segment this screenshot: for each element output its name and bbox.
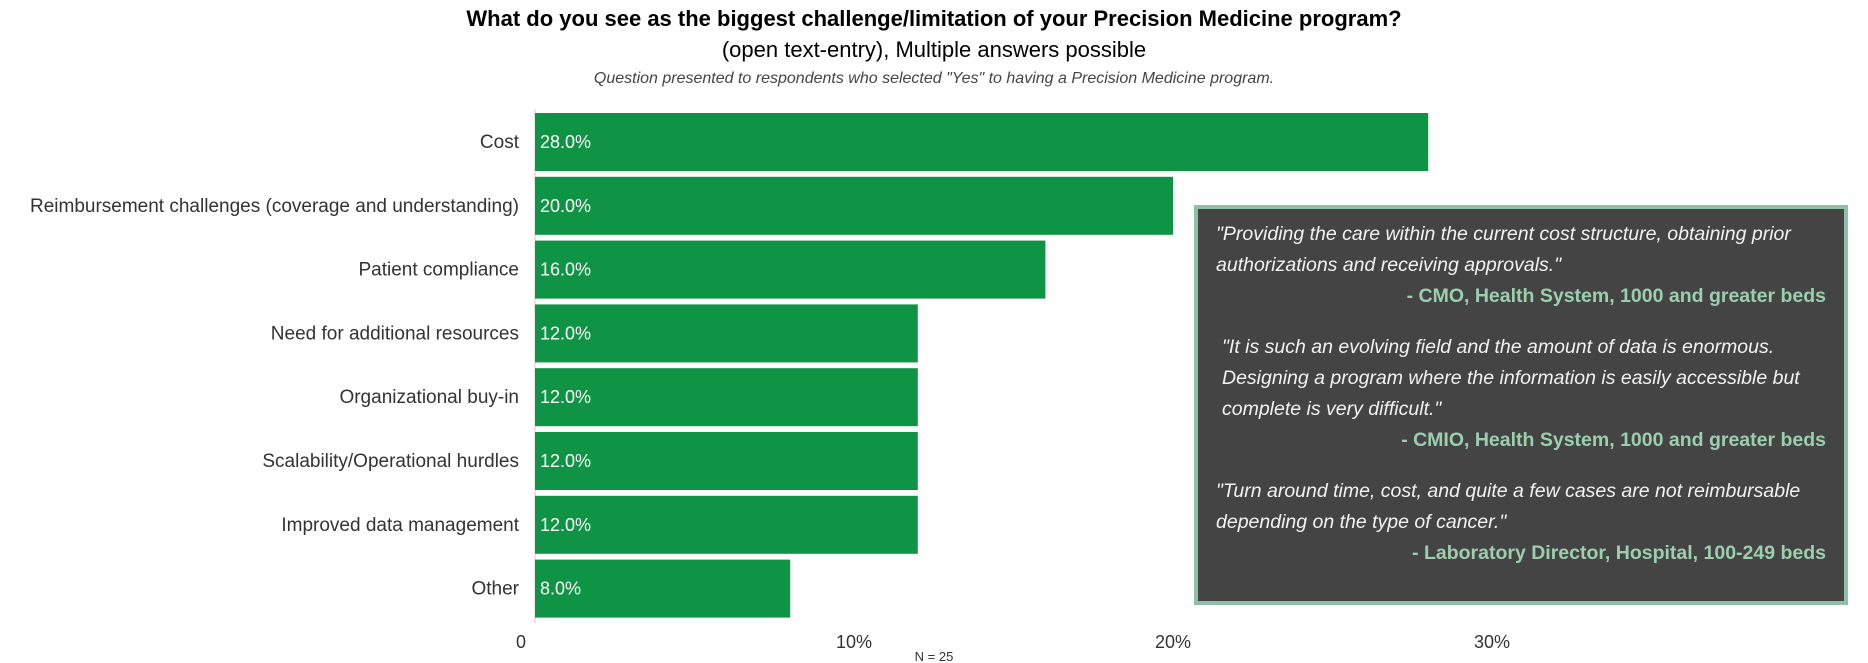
bar <box>535 113 1429 171</box>
quote-text: "It is such an evolving field and the am… <box>1222 336 1800 420</box>
quote-attribution: - CMIO, Health System, 1000 and greater … <box>1401 429 1826 451</box>
category-label: Reimbursement challenges (coverage and u… <box>30 196 519 217</box>
quote-attribution: - CMO, Health System, 1000 and greater b… <box>1406 285 1826 307</box>
bar-value-label: 28.0% <box>540 132 591 152</box>
category-label: Scalability/Operational hurdles <box>262 451 519 472</box>
category-label: Patient compliance <box>358 260 519 281</box>
bar-value-label: 12.0% <box>540 451 591 471</box>
category-label: Organizational buy-in <box>339 387 519 408</box>
bar-value-label: 12.0% <box>540 323 591 343</box>
x-tick-label: 20% <box>1155 632 1191 652</box>
bar-value-label: 8.0% <box>540 579 581 599</box>
bar <box>535 432 918 490</box>
quote-text: "Turn around time, cost, and quite a few… <box>1216 480 1801 533</box>
x-tick-label: 0 <box>516 632 526 652</box>
bar-value-label: 12.0% <box>540 387 591 407</box>
bar-value-label: 20.0% <box>540 196 591 216</box>
bar <box>535 495 918 554</box>
bar <box>535 304 918 363</box>
category-label: Improved data management <box>281 515 519 536</box>
bar <box>535 240 1046 299</box>
quote-text: "Providing the care within the current c… <box>1216 223 1791 276</box>
quotes-panel: "Providing the care within the current c… <box>1194 205 1848 605</box>
sample-size-note: N = 25 <box>915 649 954 663</box>
x-tick-label: 30% <box>1474 632 1510 652</box>
category-label: Other <box>471 579 519 600</box>
x-tick-label: 10% <box>836 632 872 652</box>
bar-value-label: 16.0% <box>540 260 591 280</box>
chart-subtitle: (open text-entry), Multiple answers poss… <box>721 37 1147 62</box>
quote-attribution: - Laboratory Director, Hospital, 100-249… <box>1412 542 1826 564</box>
bar <box>535 559 791 618</box>
quote-1: "Providing the care within the current c… <box>1216 219 1826 312</box>
bar-value-label: 12.0% <box>540 515 591 535</box>
chart-title: What do you see as the biggest challenge… <box>466 6 1402 31</box>
category-label: Cost <box>480 132 520 153</box>
category-label: Need for additional resources <box>271 323 519 344</box>
bar <box>535 176 1173 235</box>
quote-2: "It is such an evolving field and the am… <box>1216 332 1826 456</box>
quote-3: "Turn around time, cost, and quite a few… <box>1216 476 1826 569</box>
chart-note: Question presented to respondents who se… <box>593 70 1275 87</box>
bar <box>535 368 918 427</box>
